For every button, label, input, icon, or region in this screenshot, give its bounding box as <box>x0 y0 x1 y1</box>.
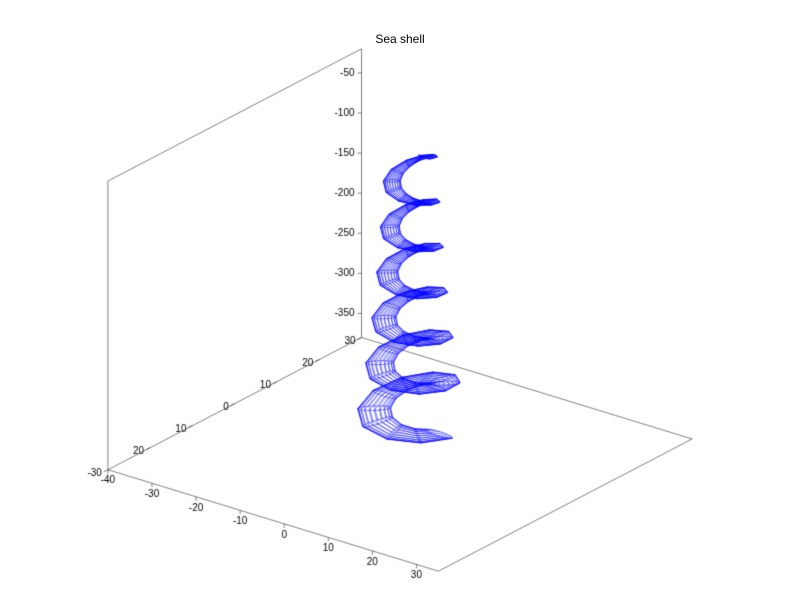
axes-3d <box>0 0 800 600</box>
figure: Sea shell <box>0 0 800 600</box>
